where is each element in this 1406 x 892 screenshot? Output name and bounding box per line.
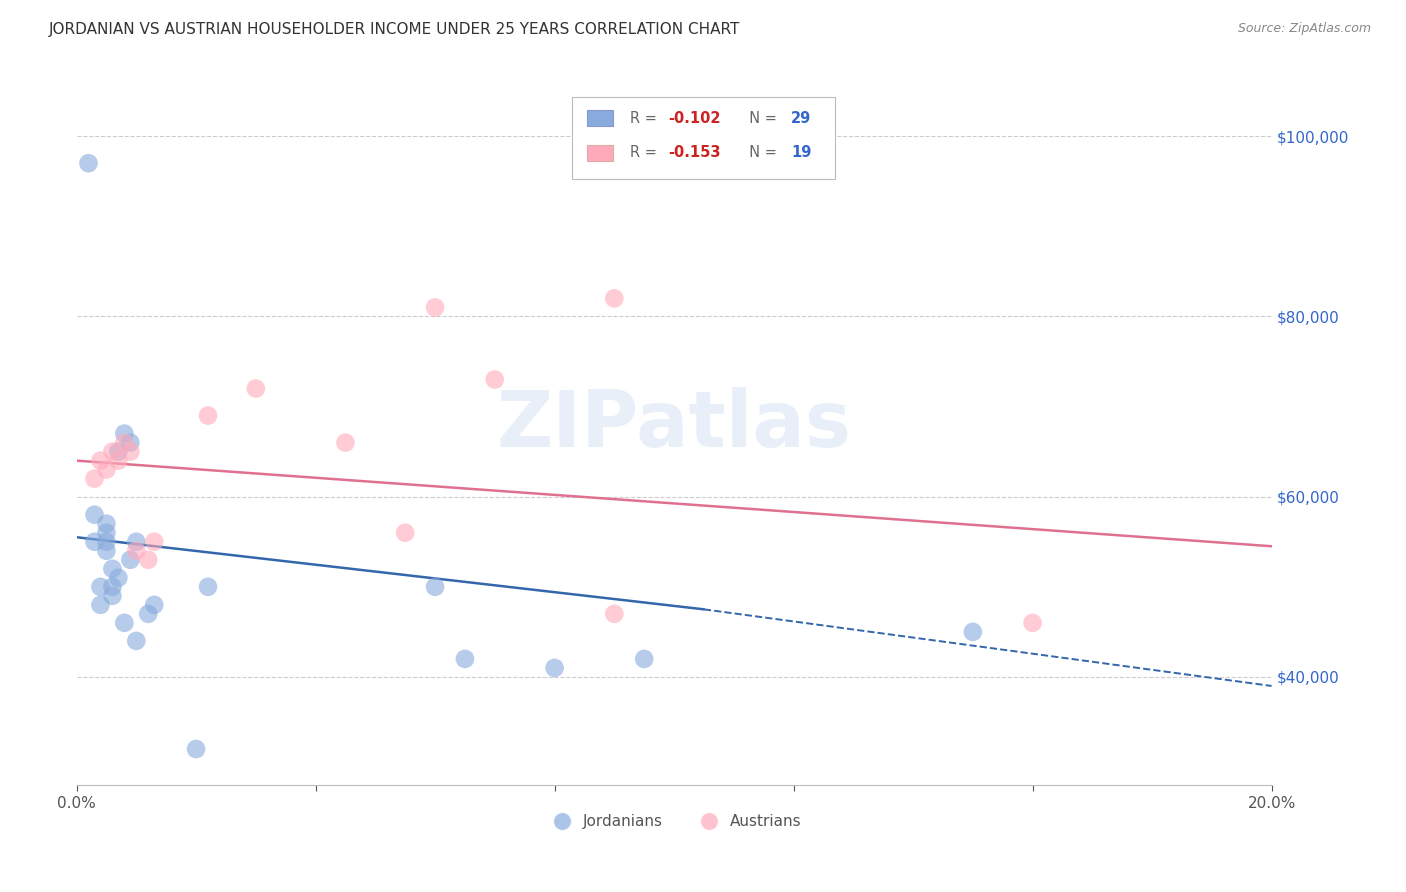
Point (184, 742, 207, 756)
Point (101, 589, 124, 603)
Point (125, 534, 148, 549)
Point (96, 534, 118, 549)
Point (245, 382, 267, 396)
Point (120, 553, 142, 567)
Point (962, 624, 984, 639)
Point (120, 435, 142, 450)
Text: R =: R = (630, 111, 661, 126)
Point (394, 525, 416, 540)
FancyBboxPatch shape (572, 96, 835, 179)
Point (112, 435, 135, 450)
Point (96, 463, 118, 477)
Point (543, 661, 565, 675)
Point (454, 652, 477, 666)
FancyBboxPatch shape (586, 145, 613, 161)
Point (423, 580, 446, 594)
Point (77, 156, 100, 170)
Point (120, 444, 142, 458)
Point (101, 562, 124, 576)
Text: 29: 29 (792, 111, 811, 126)
Point (603, 607, 626, 621)
Point (107, 453, 129, 467)
Point (197, 409, 219, 423)
Point (107, 571, 129, 585)
Point (143, 534, 166, 549)
Point (125, 543, 148, 558)
Text: JORDANIAN VS AUSTRIAN HOUSEHOLDER INCOME UNDER 25 YEARS CORRELATION CHART: JORDANIAN VS AUSTRIAN HOUSEHOLDER INCOME… (49, 22, 741, 37)
Point (112, 426, 135, 441)
Point (335, 435, 357, 450)
Point (96, 543, 118, 558)
Point (83, 508, 105, 522)
Point (143, 598, 166, 612)
Point (89, 598, 111, 612)
Point (101, 444, 124, 458)
Point (101, 580, 124, 594)
Point (96, 525, 118, 540)
Text: 19: 19 (792, 145, 811, 161)
Point (83, 534, 105, 549)
Point (83, 472, 105, 486)
Point (633, 652, 655, 666)
Text: -0.102: -0.102 (668, 111, 721, 126)
Point (89, 453, 111, 467)
Text: -0.153: -0.153 (668, 145, 721, 161)
Text: ZIPatlas: ZIPatlas (496, 386, 852, 463)
Text: R =: R = (630, 145, 661, 161)
Point (125, 633, 148, 648)
Point (1021, 615, 1043, 630)
Point (423, 301, 446, 315)
Text: Source: ZipAtlas.com: Source: ZipAtlas.com (1237, 22, 1371, 36)
Text: N =: N = (740, 111, 782, 126)
FancyBboxPatch shape (586, 111, 613, 126)
Text: N =: N = (740, 145, 782, 161)
Point (96, 516, 118, 531)
Point (112, 615, 135, 630)
Legend: Jordanians, Austrians: Jordanians, Austrians (540, 808, 808, 835)
Point (89, 580, 111, 594)
Point (197, 580, 219, 594)
Point (603, 292, 626, 306)
Point (484, 372, 506, 386)
Point (136, 553, 159, 567)
Point (136, 607, 159, 621)
Point (107, 444, 129, 458)
